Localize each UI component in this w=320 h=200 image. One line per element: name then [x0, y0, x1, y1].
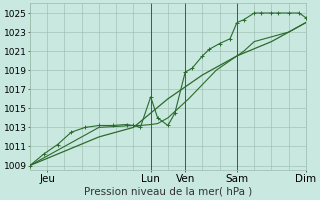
- X-axis label: Pression niveau de la mer( hPa ): Pression niveau de la mer( hPa ): [84, 187, 252, 197]
